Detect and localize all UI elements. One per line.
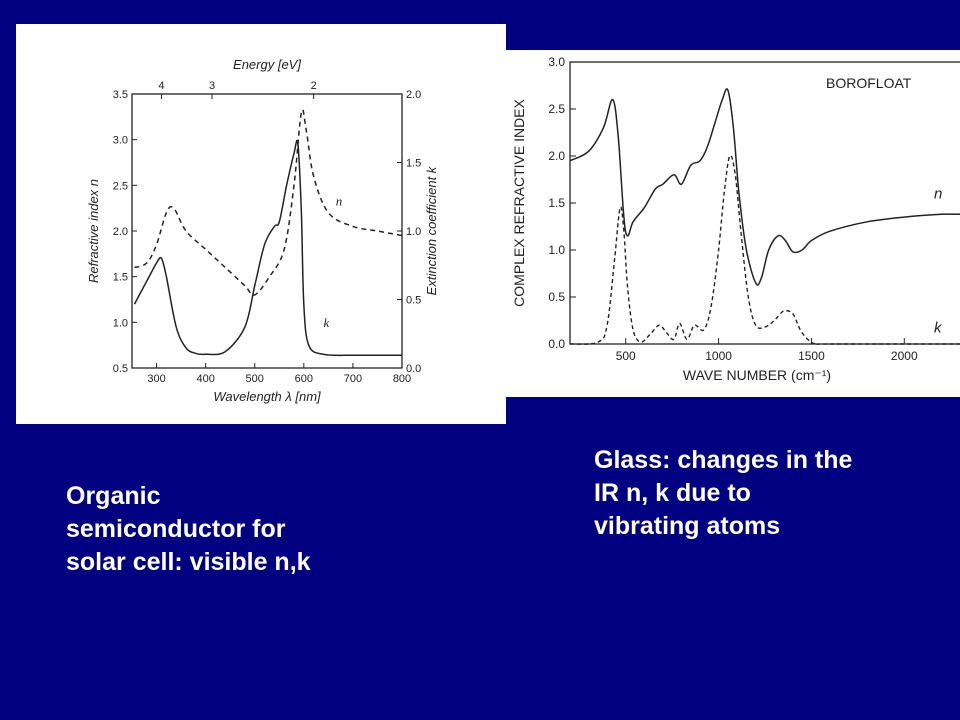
top-tick-label: 4 — [158, 80, 164, 92]
y-tick-label: 1.0 — [548, 243, 565, 257]
y-tick-label: 0.5 — [548, 290, 565, 304]
organic-semiconductor-chart-panel: 300 400 500 600 700 800 4 3 2 0.5 1.0 1.5 2.0 2.5 3.0 3… — [16, 24, 506, 424]
x-tick-label: 2000 — [891, 349, 918, 363]
plot-frame — [131, 93, 403, 369]
series-k-line — [133, 139, 402, 357]
y-right-tick-label: 0.5 — [406, 295, 421, 307]
x-axis-label-bottom: Wavelength λ [nm] — [213, 389, 321, 404]
x-tick-label: 700 — [344, 373, 362, 385]
x-tick-label: 800 — [393, 373, 411, 385]
y-tick-label: 0.0 — [548, 337, 565, 351]
y-left-tick-label: 2.5 — [113, 180, 128, 192]
plot-frame — [569, 61, 960, 345]
y-left-tick-label: 3.0 — [113, 135, 128, 147]
x-axis-label-top: Energy [eV] — [233, 57, 301, 72]
y-tick-label: 3.0 — [548, 55, 565, 69]
x-tick-label: 400 — [196, 373, 214, 385]
series-k-label: k — [934, 320, 943, 337]
y-left-tick-label: 2.0 — [113, 226, 128, 238]
x-axis-label: WAVE NUMBER (cm⁻¹) — [683, 367, 831, 383]
top-tick-label: 2 — [311, 80, 317, 92]
y-left-tick-label: 1.0 — [113, 317, 128, 329]
borofloat-chart-panel: 500 1000 1500 2000 0.0 0.5 1.0 1.5 2.0 2.5 3.0 WAVE… — [506, 50, 960, 397]
x-tick-label: 1500 — [798, 349, 825, 363]
series-n-label: n — [336, 193, 343, 208]
x-tick-label: 300 — [147, 373, 165, 385]
organic-semiconductor-nk-chart: 300 400 500 600 700 800 4 3 2 0.5 1.0 1.5 2.0 2.5 3.0 3… — [86, 57, 439, 404]
y-tick-label: 1.5 — [548, 196, 565, 210]
y-tick-label: 2.0 — [548, 149, 565, 163]
y-left-tick-label: 0.5 — [113, 363, 128, 375]
top-tick-label: 3 — [209, 80, 215, 92]
y-tick-label: 2.5 — [548, 102, 565, 116]
series-n-label: n — [934, 185, 942, 202]
glass-caption: Glass: changes in the IR n, k due to vib… — [594, 446, 853, 540]
x-tick-label: 500 — [246, 373, 264, 385]
y-right-tick-label: 0.0 — [406, 363, 421, 375]
series-n-line — [569, 88, 960, 286]
x-tick-label: 1000 — [705, 349, 732, 363]
organic-semiconductor-caption: Organic semiconductor for solar cell: vi… — [66, 482, 311, 576]
borofloat-complex-index-chart: 500 1000 1500 2000 0.0 0.5 1.0 1.5 2.0 2.5 3.0 WAVE… — [511, 55, 960, 383]
y-left-tick-label: 3.5 — [113, 89, 128, 101]
y-axis-label: COMPLEX REFRACTIVE INDEX — [511, 98, 527, 306]
series-k-line — [569, 154, 960, 346]
x-tick-label: 600 — [295, 373, 313, 385]
series-n-line — [134, 109, 403, 296]
y-left-tick-label: 1.5 — [113, 272, 128, 284]
y-right-tick-label: 1.0 — [406, 226, 421, 238]
x-tick-label: 500 — [616, 349, 636, 363]
y-axis-label-left: Refractive index n — [86, 179, 101, 283]
y-right-tick-label: 2.0 — [406, 89, 421, 101]
series-k-label: k — [323, 315, 329, 330]
y-axis-label-right: Extinction coefficient k — [424, 165, 439, 295]
y-right-tick-label: 1.5 — [406, 158, 421, 170]
chart-title: BOROFLOAT — [826, 75, 912, 91]
